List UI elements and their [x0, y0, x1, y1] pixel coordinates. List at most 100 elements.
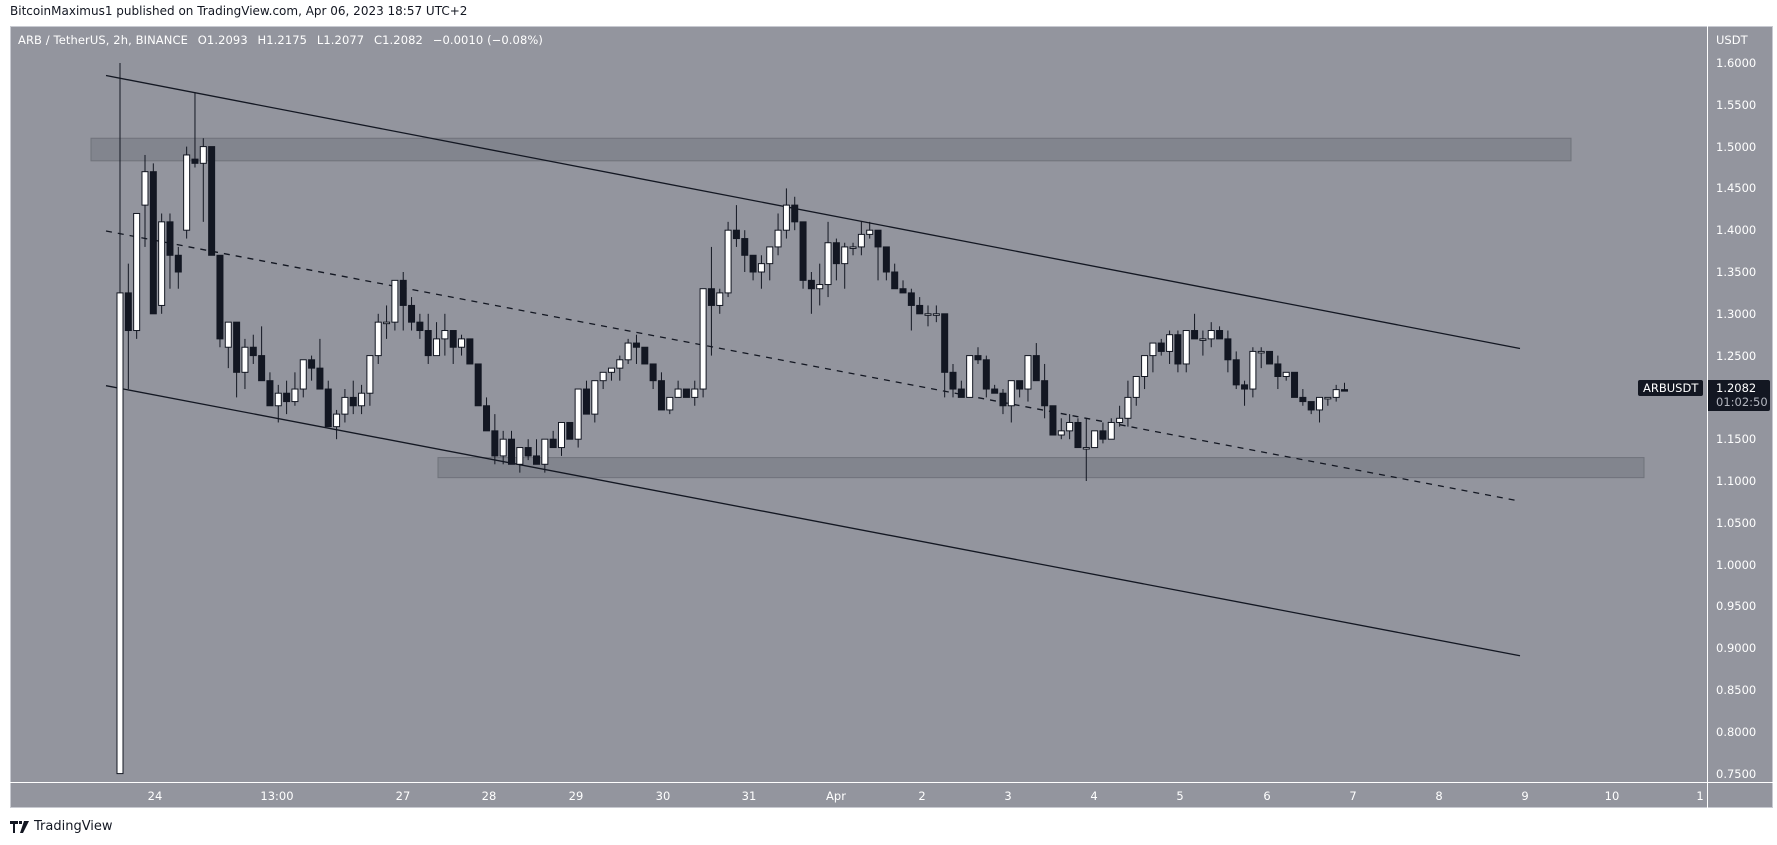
up-candle — [1132, 376, 1140, 398]
legend-open: O1.2093 — [197, 33, 248, 47]
last-price-tag: 1.2082 01:02:50 — [1708, 380, 1770, 411]
time-tick-label: 3 — [1004, 789, 1012, 803]
upper-channel-line[interactable] — [105, 74, 1521, 350]
bar-countdown: 01:02:50 — [1716, 395, 1768, 409]
up-candle — [158, 221, 166, 306]
up-candle — [757, 263, 765, 273]
down-candle — [408, 304, 416, 323]
down-candle — [741, 238, 749, 256]
down-candle — [707, 288, 715, 306]
down-candle — [174, 254, 182, 273]
up-candle — [1324, 396, 1332, 400]
down-candle — [1307, 401, 1315, 411]
time-tick-label: 7 — [1349, 789, 1357, 803]
up-candle — [358, 392, 366, 407]
price-tick-label: 0.8500 — [1716, 683, 1757, 697]
down-candle — [474, 363, 482, 407]
up-candle — [391, 279, 399, 323]
down-candle — [149, 171, 157, 315]
up-candle — [924, 313, 932, 316]
time-tick-label: 5 — [1176, 789, 1184, 803]
down-candle — [1099, 430, 1107, 440]
up-candle — [1066, 421, 1074, 432]
up-candle — [857, 233, 865, 248]
up-candle — [699, 288, 707, 390]
down-candle — [1216, 330, 1224, 340]
down-candle — [308, 359, 316, 369]
down-candle — [1241, 384, 1249, 390]
up-candle — [516, 447, 524, 465]
time-tick-label: 1 — [1696, 789, 1704, 803]
down-candle — [449, 330, 457, 348]
price-axis-divider — [1707, 26, 1708, 808]
down-candle — [916, 304, 924, 315]
time-tick-label: 24 — [147, 789, 163, 803]
time-tick-label: 30 — [655, 789, 671, 803]
support-zone[interactable] — [437, 457, 1645, 479]
up-candle — [116, 292, 124, 775]
up-candle — [299, 359, 307, 390]
legend-high: H1.2175 — [257, 33, 308, 47]
up-candle — [716, 292, 724, 306]
plot-area[interactable] — [90, 63, 1645, 775]
up-candle — [607, 367, 615, 373]
down-candle — [424, 330, 432, 357]
resistance-zone[interactable] — [90, 137, 1572, 162]
tradingview-logo[interactable]: TradingView — [10, 819, 113, 834]
up-candle — [341, 396, 349, 415]
up-candle — [1149, 342, 1157, 357]
legend-change: −0.0010 (−0.08%) — [432, 33, 544, 47]
down-candle — [1299, 396, 1307, 403]
down-candle — [416, 321, 424, 332]
down-candle — [533, 455, 540, 465]
down-candle — [1157, 342, 1165, 352]
down-candle — [166, 221, 174, 256]
down-candle — [907, 292, 915, 306]
down-candle — [582, 388, 590, 415]
legend-symbol[interactable]: ARB / TetherUS, 2h, BINANCE — [18, 33, 188, 47]
down-candle — [491, 430, 499, 457]
down-candle — [399, 279, 407, 306]
up-candle — [1199, 338, 1207, 341]
down-candle — [208, 146, 216, 256]
up-candle — [133, 212, 141, 332]
down-candle — [807, 279, 815, 290]
down-candle — [749, 254, 757, 273]
up-candle — [1316, 396, 1324, 411]
price-tick-label: 1.4000 — [1716, 223, 1757, 238]
down-candle — [649, 363, 657, 382]
up-candle — [816, 284, 824, 290]
down-candle — [549, 438, 557, 449]
price-tick-label: 1.4500 — [1716, 181, 1757, 196]
time-tick-label: 4 — [1090, 789, 1098, 803]
up-candle — [1091, 430, 1099, 449]
down-candle — [258, 355, 266, 382]
down-candle — [566, 421, 574, 440]
up-candle — [624, 342, 632, 361]
lower-channel-line[interactable] — [105, 385, 1521, 657]
up-candle — [374, 321, 382, 357]
up-candle — [666, 396, 674, 411]
up-candle — [499, 438, 507, 457]
down-candle — [1274, 363, 1282, 377]
up-candle — [366, 355, 374, 394]
down-candle — [882, 246, 890, 273]
up-candle — [1207, 330, 1215, 340]
time-tick-label: 28 — [481, 789, 497, 803]
price-tick-label: 0.7500 — [1716, 766, 1757, 781]
down-candle — [891, 271, 899, 290]
up-candle — [241, 346, 249, 373]
up-candle — [766, 246, 774, 265]
down-candle — [1041, 380, 1049, 407]
up-candle — [932, 313, 940, 316]
down-candle — [632, 342, 640, 348]
price-tick-label: 1.5000 — [1716, 139, 1757, 154]
down-candle — [1032, 355, 1040, 382]
down-candle — [832, 242, 840, 265]
up-candle — [1282, 371, 1290, 378]
price-tick-label: 0.8000 — [1716, 724, 1757, 739]
down-candle — [483, 405, 491, 432]
down-candle — [641, 346, 649, 365]
down-candle — [874, 229, 882, 248]
